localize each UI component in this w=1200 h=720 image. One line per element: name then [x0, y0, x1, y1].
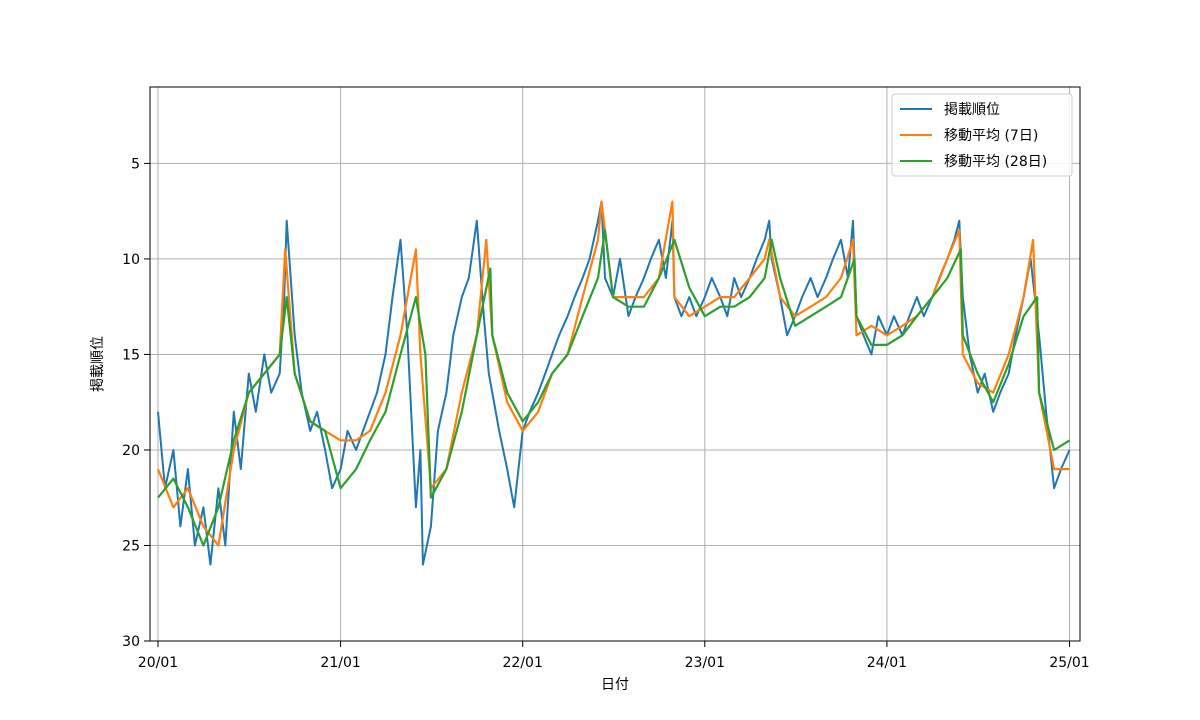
x-tick-label: 22/01: [503, 655, 543, 671]
x-axis-label: 日付: [601, 677, 629, 693]
y-tick-label: 15: [122, 347, 140, 363]
x-tick-label: 20/01: [138, 655, 178, 671]
legend-box: [891, 93, 1073, 177]
x-axis-ticks: 20/01 21/01 22/01 23/01 24/01 25/01: [138, 641, 1090, 671]
series-lines: [156, 200, 1071, 566]
x-tick-label: 23/01: [685, 655, 725, 671]
x-tick-label: 21/01: [320, 655, 360, 671]
plot-area-frame: [149, 86, 1081, 642]
y-tick-label: 5: [131, 156, 140, 172]
legend-label: 移動平均 (28日): [944, 154, 1047, 170]
y-tick-label: 30: [122, 634, 140, 650]
y-axis-ticks: 5 10 15 20 25 30: [122, 156, 150, 650]
series-line-1: [157, 200, 1071, 566]
y-tick-label: 10: [122, 252, 140, 268]
y-axis-label: 掲載順位: [90, 336, 106, 392]
legend-label: 掲載順位: [944, 102, 1000, 118]
y-tick-label: 25: [122, 538, 140, 554]
y-tick-label: 20: [122, 443, 140, 459]
x-tick-label: 25/01: [1049, 655, 1089, 671]
x-tick-label: 24/01: [867, 655, 907, 671]
legend-label: 移動平均 (7日): [944, 128, 1038, 144]
series-line-3: [157, 229, 1071, 547]
